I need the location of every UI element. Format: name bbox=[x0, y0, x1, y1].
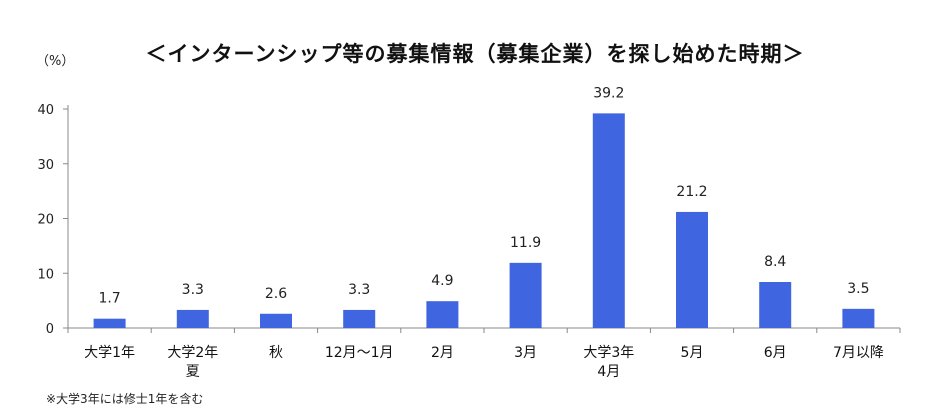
bar bbox=[260, 313, 292, 328]
data-label: 1.7 bbox=[98, 291, 120, 307]
bar bbox=[176, 309, 209, 328]
x-category-label: 夏 bbox=[186, 364, 200, 380]
bar bbox=[343, 309, 376, 328]
x-category-label: 4月 bbox=[597, 364, 620, 380]
x-category-label: 3月 bbox=[514, 345, 537, 361]
y-axis-unit-label: （%） bbox=[36, 54, 75, 69]
data-label: 21.2 bbox=[676, 184, 707, 200]
footnote: ※大学3年には修士1年を含む bbox=[46, 392, 204, 406]
x-category-label: 7月以降 bbox=[833, 345, 884, 361]
x-category-label: 5月 bbox=[681, 345, 704, 361]
data-label: 8.4 bbox=[764, 254, 786, 270]
y-tick-label: 10 bbox=[37, 267, 54, 282]
data-label: 3.3 bbox=[182, 282, 204, 298]
bar bbox=[426, 301, 459, 328]
data-label: 39.2 bbox=[593, 85, 624, 101]
bar bbox=[592, 113, 625, 328]
x-category-label: 2月 bbox=[431, 345, 454, 361]
y-tick-label: 0 bbox=[46, 322, 54, 337]
chart-title: ＜インターンシップ等の募集情報（募集企業）を探し始めた時期＞ bbox=[145, 42, 805, 66]
bar bbox=[842, 308, 875, 328]
bar bbox=[509, 262, 542, 328]
data-label: 3.3 bbox=[348, 282, 370, 298]
data-label: 2.6 bbox=[265, 286, 287, 302]
bar bbox=[676, 211, 708, 328]
bar bbox=[93, 318, 126, 328]
data-label: 11.9 bbox=[510, 235, 541, 251]
data-label: 4.9 bbox=[431, 273, 453, 289]
x-category-label: 秋 bbox=[269, 345, 283, 361]
x-category-label: 12月～1月 bbox=[325, 345, 394, 361]
x-category-label: 大学2年 bbox=[167, 345, 218, 361]
bar bbox=[759, 282, 792, 328]
x-category-label: 大学1年 bbox=[84, 345, 135, 361]
y-tick-label: 30 bbox=[37, 158, 54, 173]
y-tick-label: 40 bbox=[37, 103, 54, 118]
x-category-label: 6月 bbox=[764, 345, 787, 361]
data-label: 3.5 bbox=[847, 281, 869, 297]
y-tick-label: 20 bbox=[37, 213, 54, 228]
x-category-label: 大学3年 bbox=[583, 345, 634, 361]
